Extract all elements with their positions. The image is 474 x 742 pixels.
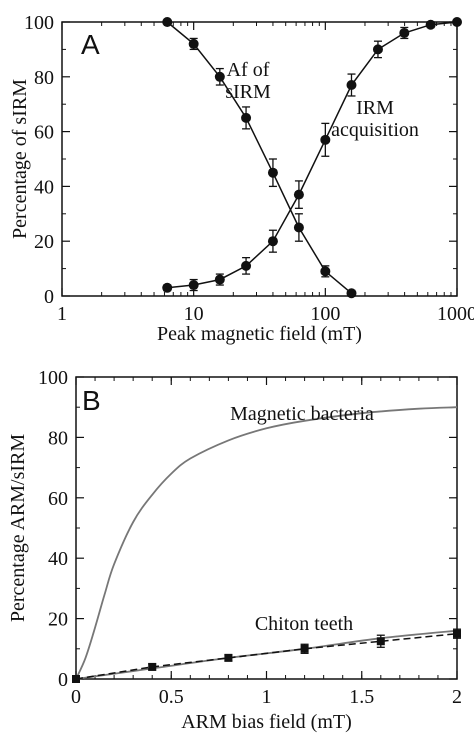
series-label: Chiton teeth [255,613,353,635]
data-point [399,27,410,38]
x-tick-label: 1000 [437,303,474,325]
x-tick-label: 2 [452,686,462,708]
data-point [162,17,173,27]
panel-a-ylabel: Percentage of sIRM [9,79,31,239]
y-tick-label: 0 [58,669,68,691]
data-point [241,260,252,271]
series-line [75,632,458,680]
y-tick-label: 80 [48,427,68,449]
panel-b-ylabel: Percentage ARM/sIRM [7,434,29,623]
x-tick-label: 1 [57,303,67,325]
series-line [166,21,352,294]
series-label: acquisition [331,119,419,141]
data-point [214,71,225,82]
data-point [376,637,385,646]
data-point [72,675,80,683]
panel-b-xlabel: ARM bias field (mT) [181,711,352,733]
panel-b-letter: B [82,385,101,416]
data-point [300,644,309,653]
data-point [241,112,252,123]
y-tick-label: 20 [34,231,54,253]
series-line [75,406,458,680]
x-tick-label: 0.5 [159,686,184,708]
panel-a-letter: A [81,29,100,60]
y-tick-label: 20 [48,609,68,631]
y-tick-label: 80 [34,67,54,89]
data-point [214,274,225,285]
data-point [346,80,357,91]
y-tick-label: 40 [34,176,54,198]
y-tick-label: 60 [48,488,68,510]
series-label: Magnetic bacteria [230,403,374,425]
x-tick-label: 1 [262,686,272,708]
y-tick-label: 0 [44,286,54,308]
data-point [188,38,199,49]
y-tick-label: 40 [48,548,68,570]
data-point [453,629,461,638]
x-tick-label: 10 [184,303,204,325]
data-point [320,134,331,145]
data-point [224,653,233,662]
series-line [167,21,458,289]
data-point [320,266,331,277]
series-label: sIRM [225,81,271,103]
panel-b: B ARM bias field (mT) Percentage ARM/sIR… [7,367,462,733]
panel-a-xlabel: Peak magnetic field (mT) [157,323,362,345]
series-label: IRM [356,97,394,119]
panel-a: A Peak magnetic field (mT) Percentage of… [9,12,474,345]
data-point [425,19,436,30]
x-tick-label: 0 [71,686,81,708]
data-point [148,662,157,671]
x-tick-label: 100 [310,303,340,325]
data-point [452,17,462,27]
data-point [372,44,383,55]
data-point [346,288,357,299]
y-tick-label: 60 [34,122,54,144]
y-tick-label: 100 [38,367,68,389]
data-point [293,189,304,200]
y-tick-label: 100 [24,12,54,34]
data-point [188,280,199,291]
x-tick-label: 1.5 [349,686,374,708]
series-label: Af of [227,59,270,81]
data-point [267,236,278,247]
data-point [267,167,278,178]
data-point [162,282,173,293]
data-point [293,222,304,233]
